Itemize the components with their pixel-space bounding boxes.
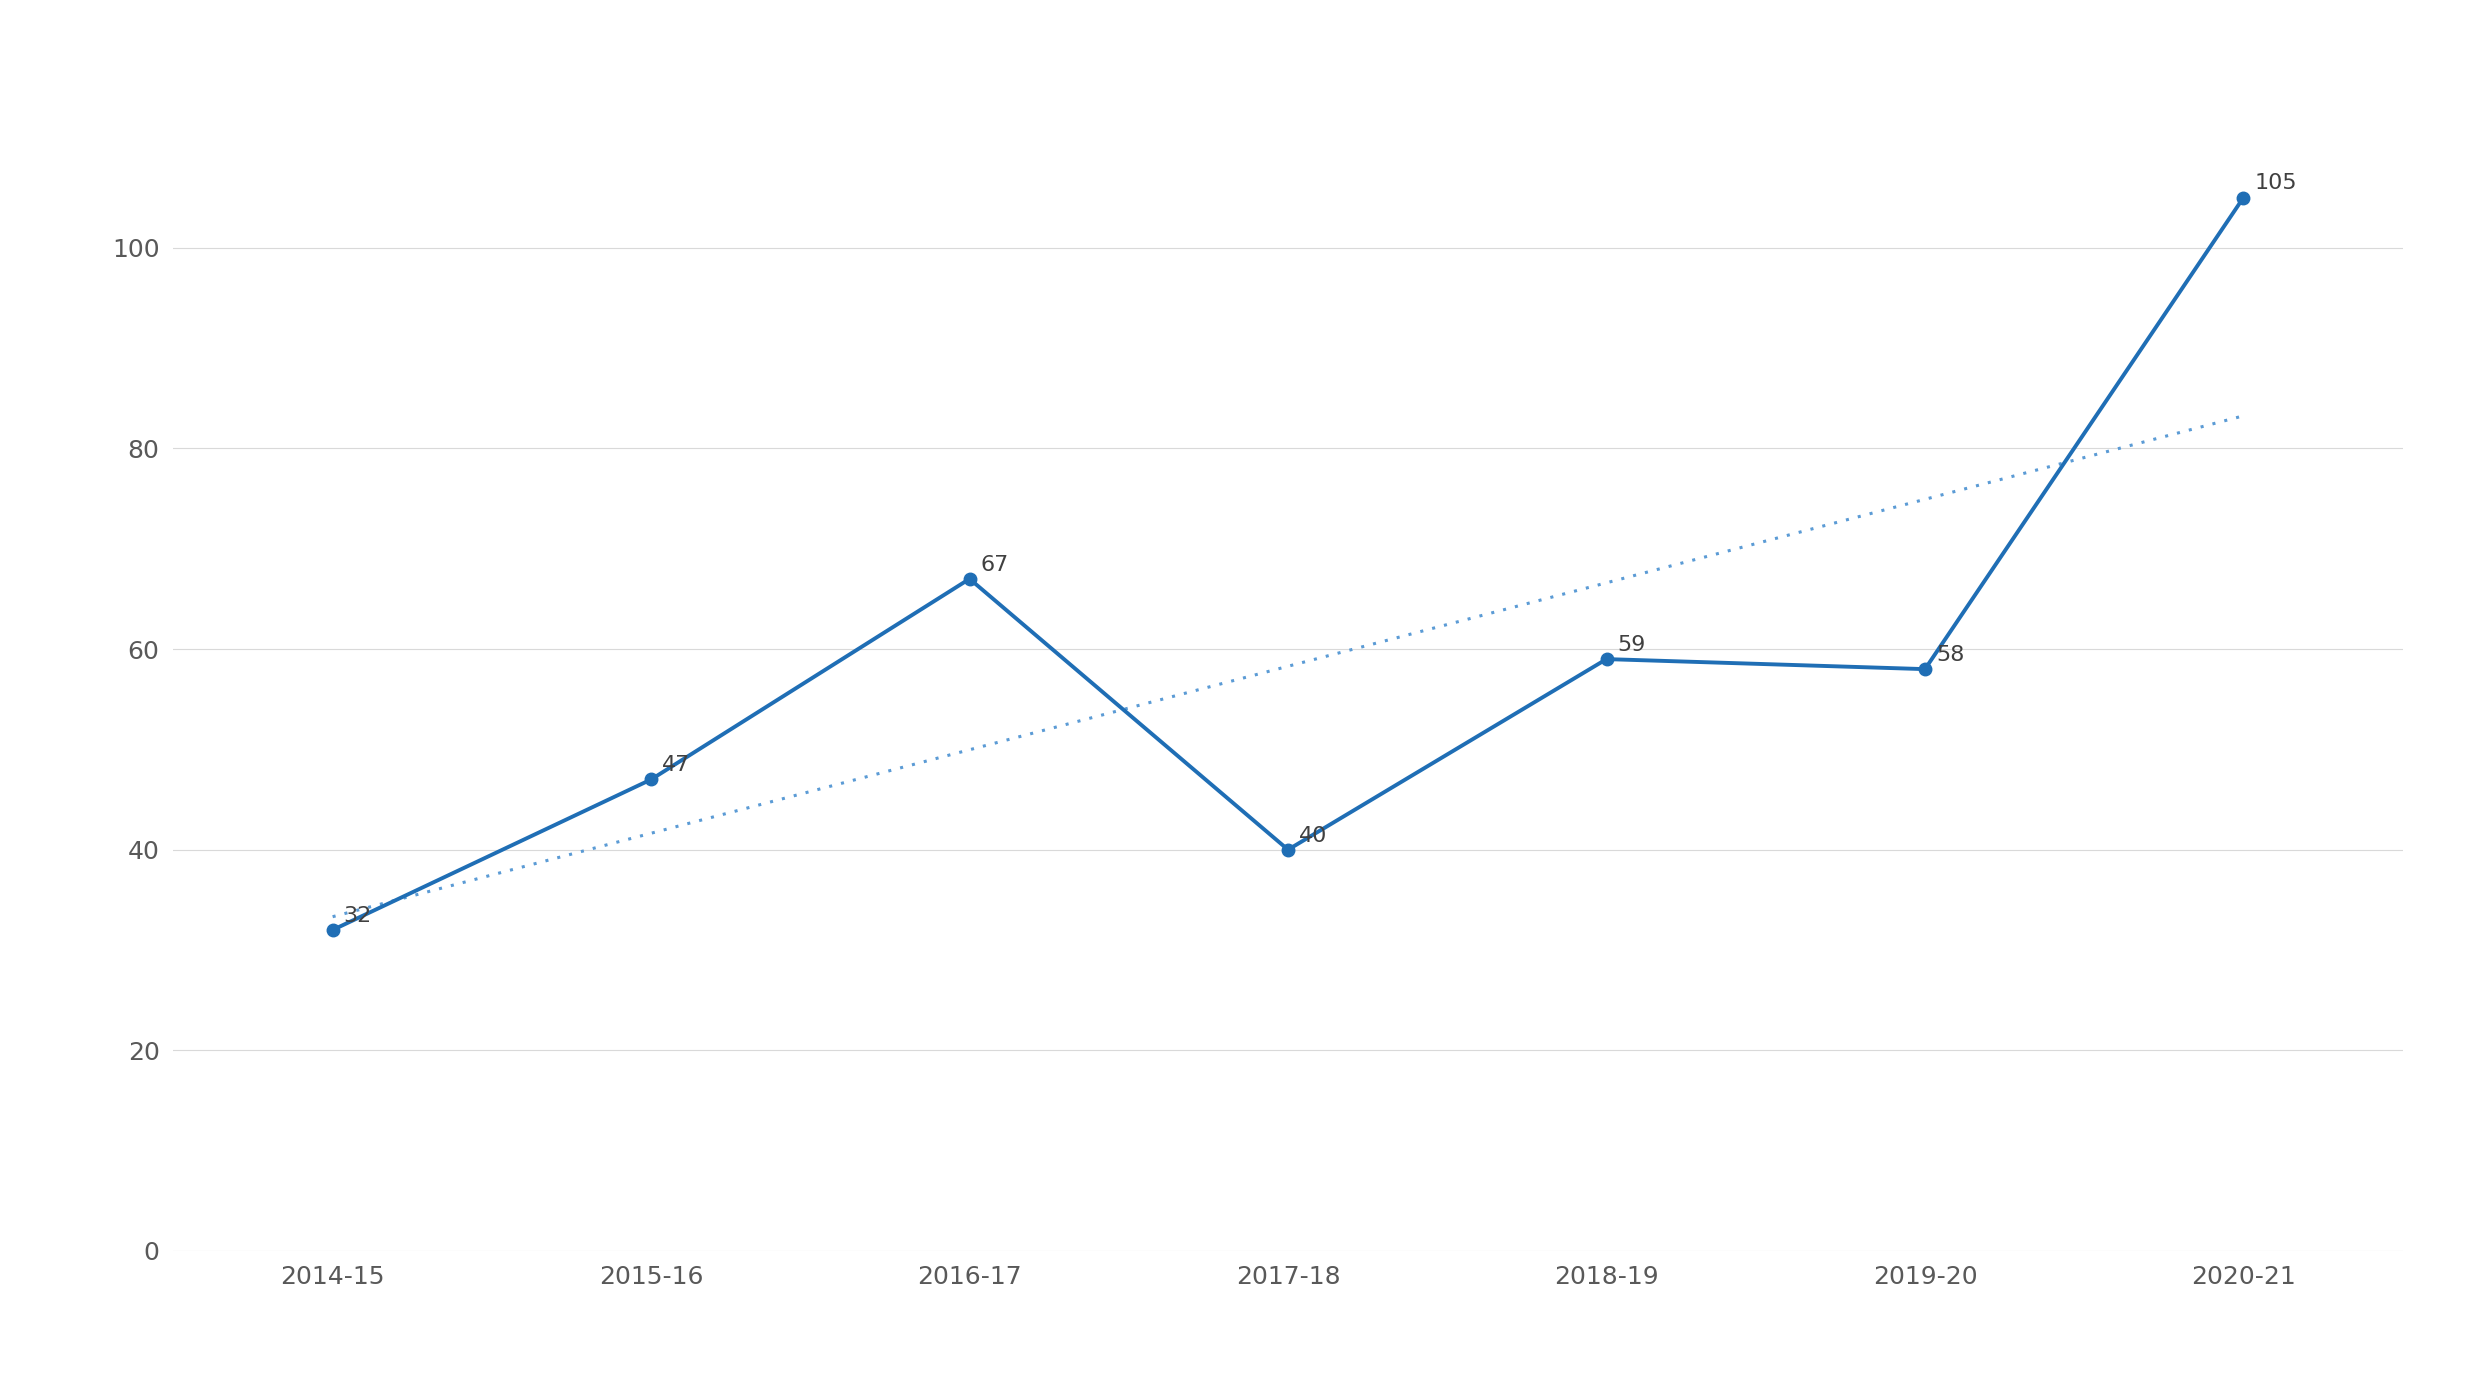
Text: 59: 59: [1617, 635, 1647, 655]
Text: 67: 67: [981, 555, 1008, 574]
Text: 105: 105: [2254, 174, 2296, 193]
Text: 32: 32: [344, 906, 372, 926]
Text: 40: 40: [1298, 826, 1328, 845]
Text: 47: 47: [661, 755, 691, 776]
Text: 58: 58: [1937, 645, 1964, 664]
